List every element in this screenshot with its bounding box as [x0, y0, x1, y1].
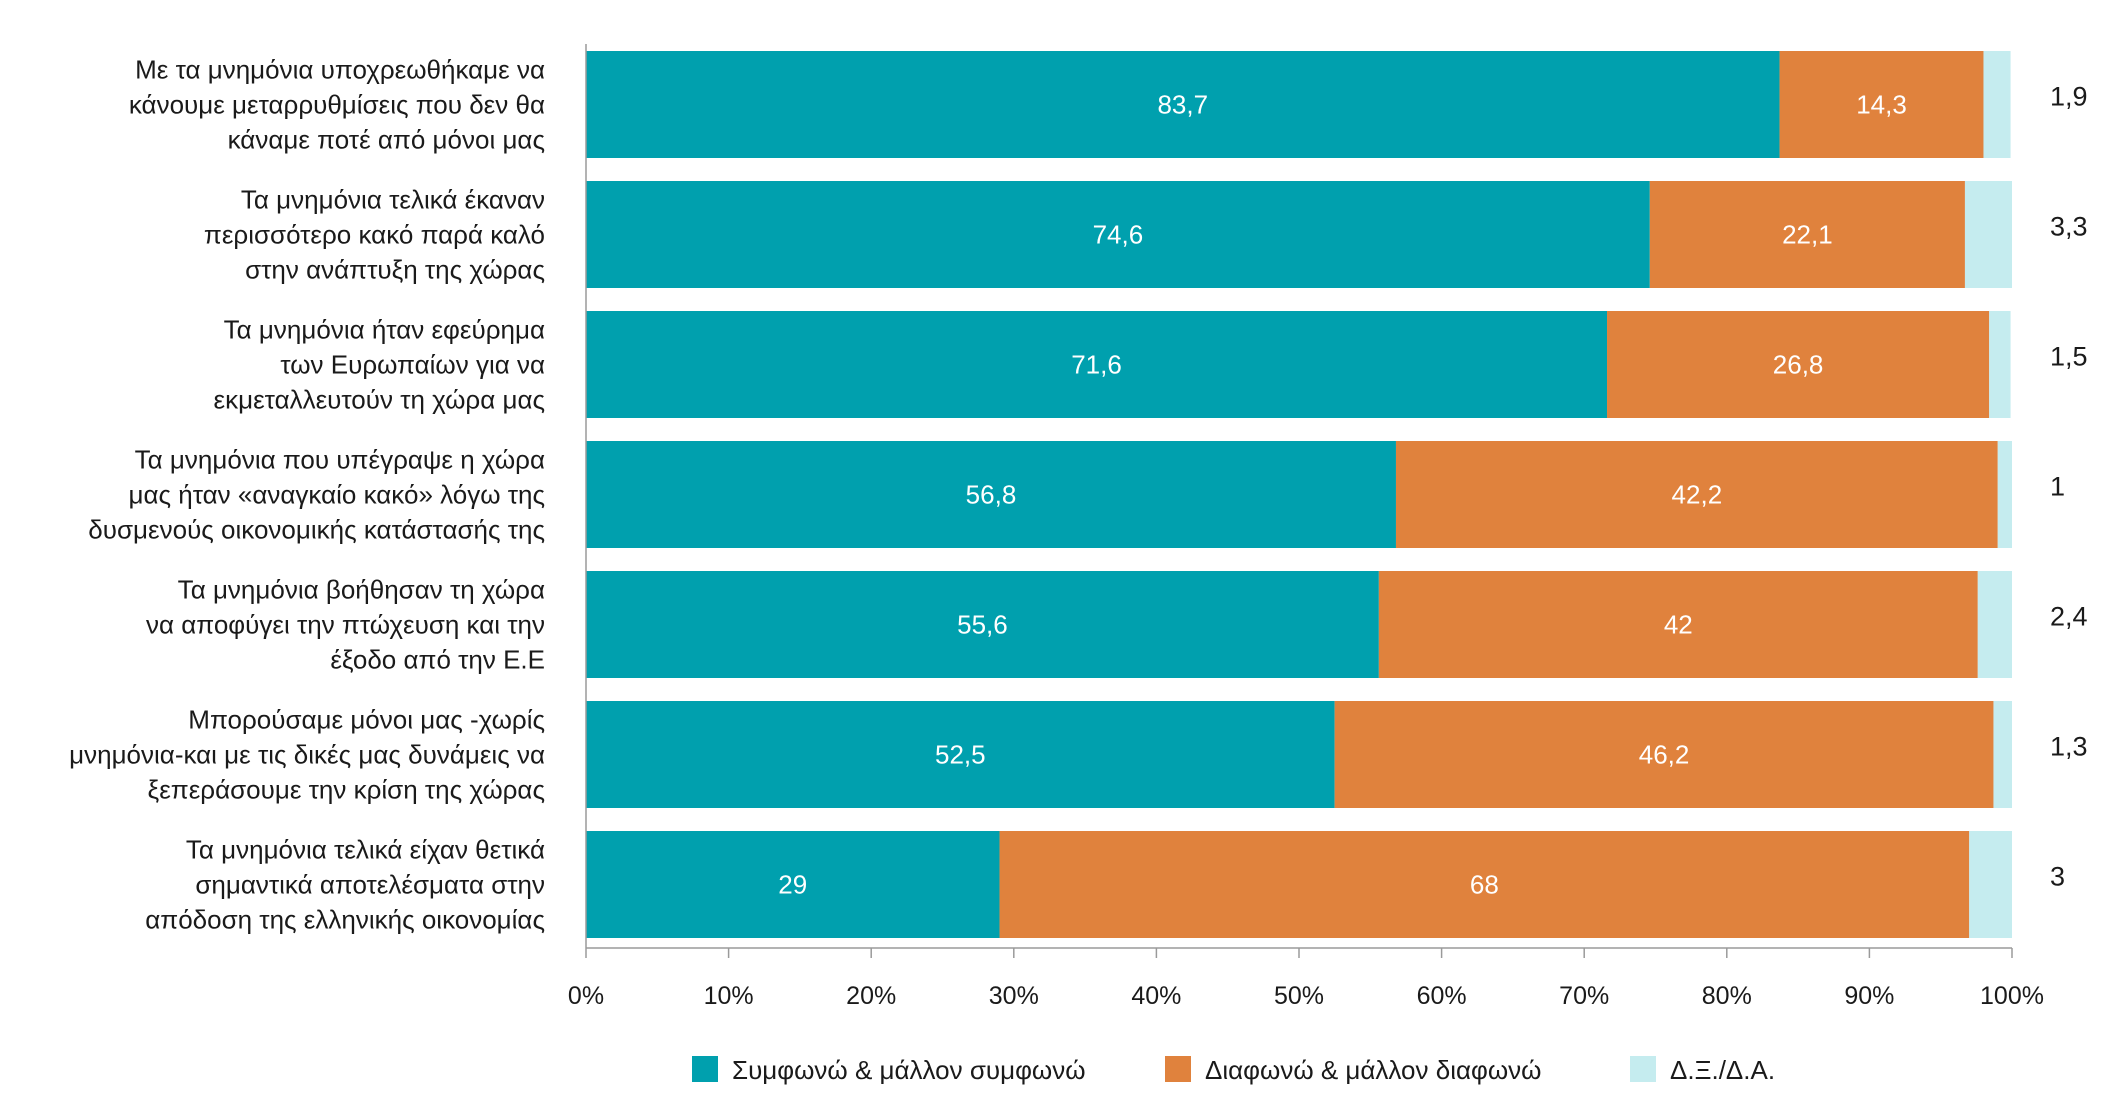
x-tick-label: 60% — [1417, 982, 1467, 1010]
dk-value-label: 3,3 — [2050, 212, 2088, 242]
category-label-line: Τα μνημόνια βοήθησαν τη χώρα — [178, 575, 545, 605]
legend-label: Δ.Ξ./Δ.Α. — [1670, 1055, 1775, 1085]
bar-segment-3 — [1964, 181, 2012, 288]
bar-segment-1 — [586, 441, 1396, 548]
category-label: Τα μνημόνια τελικά είχαν θετικά σημαντικά… — [145, 835, 545, 935]
category-label-line: μας ήταν «αναγκαίο κακό» λόγω της — [129, 480, 545, 510]
bar-value-label: 74,6 — [1093, 220, 1144, 250]
bar-value-label: 55,6 — [957, 610, 1008, 640]
bar-segment-3 — [1969, 831, 2012, 938]
bar-value-label: 71,6 — [1071, 350, 1122, 380]
bar-value-label: 52,5 — [935, 740, 986, 770]
category-label-line: Μπορούσαμε μόνοι μας -χωρίς — [188, 705, 545, 735]
category-label-line: Τα μνημόνια που υπέγραψε η χώρα — [135, 445, 545, 475]
bar-segment-2 — [1334, 701, 1994, 808]
bar-segment-3 — [1993, 701, 2012, 808]
bar-value-label: 68 — [1470, 870, 1499, 900]
bar-segment-3 — [1989, 311, 2011, 418]
category-label: Τα μνημόνια τελικά έκαναν περισσότερο κακ… — [204, 185, 545, 285]
category-label-line: σημαντικά αποτελέσματα στην — [195, 870, 545, 900]
x-tick-label: 100% — [1980, 982, 2044, 1010]
bar-segment-2 — [1607, 311, 1990, 418]
bar-segment-1 — [586, 701, 1335, 808]
x-tick-label: 90% — [1844, 982, 1894, 1010]
dk-value-label: 1 — [2050, 472, 2065, 502]
x-tick-label: 20% — [846, 982, 896, 1010]
category-label-line: Τα μνημόνια τελικά έκαναν — [241, 185, 545, 215]
x-tick-label: 0% — [568, 982, 604, 1010]
category-label-line: Τα μνημόνια ήταν εφεύρημα — [224, 315, 545, 345]
category-label-line: δυσμενούς οικονομικής κατάστασής της — [88, 515, 545, 545]
legend-swatch — [692, 1056, 718, 1082]
bar-segment-2 — [999, 831, 1970, 938]
x-tick-label: 40% — [1131, 982, 1181, 1010]
bar-segment-2 — [1395, 441, 1998, 548]
bar-value-label: 26,8 — [1773, 350, 1824, 380]
category-label-line: περισσότερο κακό παρά καλό — [204, 220, 545, 250]
category-label-line: κάνουμε μεταρρυθμίσεις που δεν θα — [129, 90, 545, 120]
bar-segment-3 — [1997, 441, 2012, 548]
bar-segment-2 — [1779, 51, 1984, 158]
category-label-line: έξοδο από την Ε.Ε — [330, 645, 545, 675]
category-label-line: μνημόνια-και με τις δικές μας δυνάμεις ν… — [69, 740, 545, 770]
bar-value-label: 42,2 — [1672, 480, 1723, 510]
bars-layer: 83,7 14,3 1,9 74,6 22,1 3,3 71,6 26,8 1,5 56,8 42,… — [586, 51, 2088, 938]
bar-segment-1 — [586, 831, 1000, 938]
x-axis: 0% 10% 20% 30% 40% 50% 60% 70% 80% 90% 100% — [568, 44, 2044, 1010]
bar-segment-1 — [586, 51, 1780, 158]
bar-value-label: 83,7 — [1157, 90, 1208, 120]
category-label: Τα μνημόνια βοήθησαν τη χώρα να αποφύγει … — [146, 575, 545, 675]
category-label-line: Τα μνημόνια τελικά είχαν θετικά — [186, 835, 545, 865]
dk-value-label: 1,9 — [2050, 82, 2088, 112]
category-label-line: στην ανάπτυξη της χώρας — [245, 255, 545, 285]
category-label-line: των Ευρωπαίων για να — [280, 350, 545, 380]
legend-swatch — [1165, 1056, 1191, 1082]
legend-label: Συμφωνώ & μάλλον συμφωνώ — [732, 1055, 1086, 1085]
bar-segment-3 — [1983, 51, 2011, 158]
bar-value-label: 14,3 — [1856, 90, 1907, 120]
bar-value-label: 22,1 — [1782, 220, 1833, 250]
category-label-line: απόδοση της ελληνικής οικονομίας — [145, 905, 545, 935]
dk-value-label: 2,4 — [2050, 602, 2088, 632]
legend: Συμφωνώ & μάλλον συμφωνώ Διαφωνώ & μάλλον… — [692, 1055, 1775, 1085]
bar-segment-1 — [586, 181, 1650, 288]
category-label-line: Με τα μνημόνια υποχρεωθήκαμε να — [135, 55, 545, 85]
dk-value-label: 3 — [2050, 862, 2065, 892]
dk-value-label: 1,5 — [2050, 342, 2088, 372]
category-label: Με τα μνημόνια υποχρεωθήκαμε να κάνουμε μ… — [129, 55, 545, 155]
bar-value-label: 42 — [1664, 610, 1693, 640]
dk-value-label: 1,3 — [2050, 732, 2088, 762]
category-label-line: να αποφύγει την πτώχευση και την — [146, 610, 545, 640]
x-tick-label: 10% — [704, 982, 754, 1010]
bar-segment-2 — [1378, 571, 1978, 678]
category-label-line: ξεπεράσουμε την κρίση της χώρας — [148, 775, 545, 805]
legend-label: Διαφωνώ & μάλλον διαφωνώ — [1205, 1055, 1541, 1085]
category-label-line: εκμεταλλευτούν τη χώρα μας — [214, 385, 546, 415]
bar-segment-3 — [1977, 571, 2012, 678]
category-labels: Με τα μνημόνια υποχρεωθήκαμε να κάνουμε μ… — [69, 55, 545, 935]
bar-segment-1 — [586, 571, 1379, 678]
category-label: Μπορούσαμε μόνοι μας -χωρίς μνημόνια-και … — [69, 705, 545, 805]
category-label: Τα μνημόνια που υπέγραψε η χώρα μας ήταν … — [88, 445, 545, 545]
category-label-line: κάναμε ποτέ από μόνοι μας — [228, 125, 545, 155]
bar-segment-1 — [586, 311, 1608, 418]
x-tick-label: 80% — [1702, 982, 1752, 1010]
bar-segment-2 — [1649, 181, 1965, 288]
x-tick-label: 70% — [1559, 982, 1609, 1010]
x-tick-label: 30% — [989, 982, 1039, 1010]
bar-value-label: 46,2 — [1639, 740, 1690, 770]
legend-swatch — [1630, 1056, 1656, 1082]
x-tick-label: 50% — [1274, 982, 1324, 1010]
bar-value-label: 56,8 — [966, 480, 1017, 510]
category-label: Τα μνημόνια ήταν εφεύρημα των Ευρωπαίων γ… — [214, 315, 546, 415]
bar-value-label: 29 — [778, 870, 807, 900]
